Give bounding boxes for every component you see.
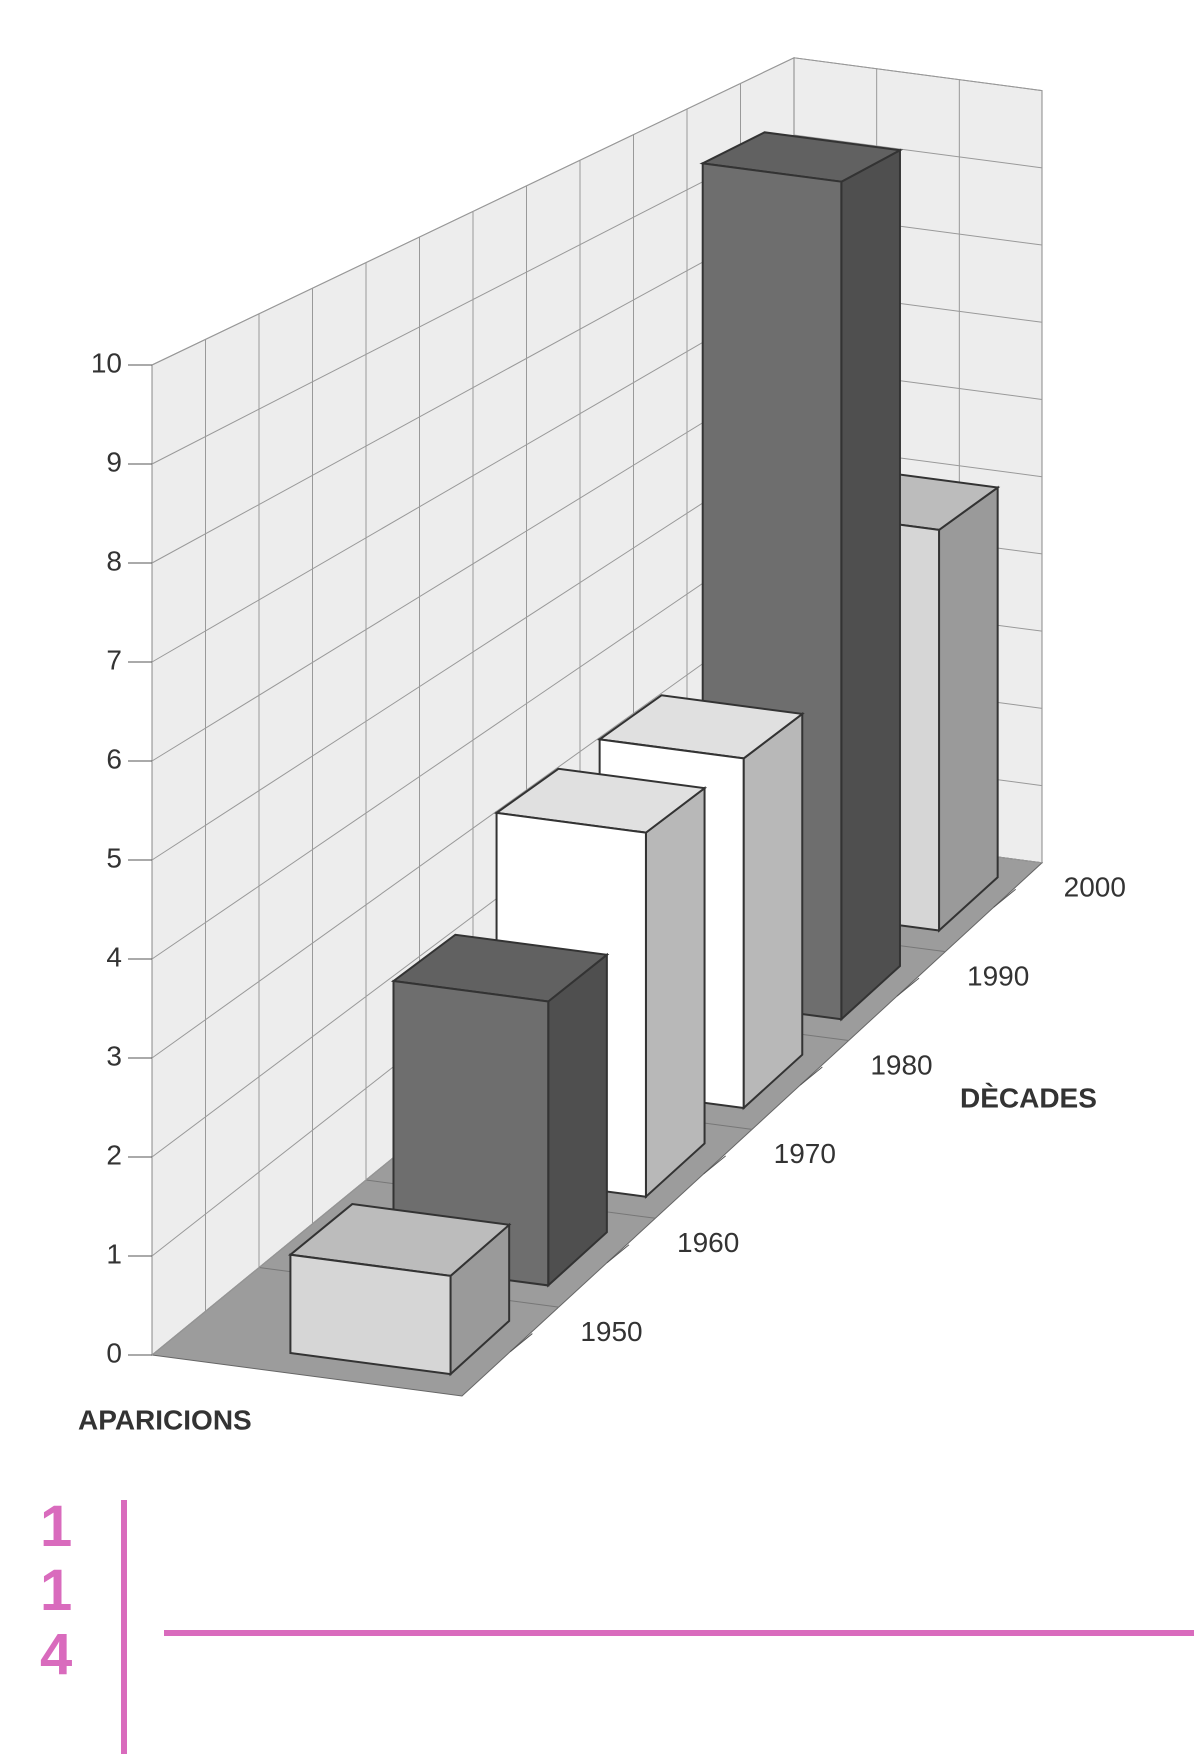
y-tick-label: 1 xyxy=(106,1238,122,1269)
x-tick xyxy=(703,1155,726,1175)
bar xyxy=(287,1203,512,1377)
y-tick-label: 7 xyxy=(106,644,122,675)
grid-line xyxy=(151,134,1043,465)
bar-side xyxy=(547,952,608,1288)
y-tick-label: 10 xyxy=(91,347,122,378)
bar-side xyxy=(938,485,999,933)
x-tick-label: 1980 xyxy=(870,1049,932,1080)
y-tick-label: 5 xyxy=(106,842,122,873)
y-tick-label: 3 xyxy=(106,1040,122,1071)
y-axis-label: APARICIONS xyxy=(78,1404,252,1435)
x-tick-label: 1960 xyxy=(677,1227,739,1258)
x-tick xyxy=(896,977,920,997)
x-tick xyxy=(993,888,1016,908)
y-tick-label: 0 xyxy=(106,1337,122,1368)
bar-side xyxy=(840,148,901,1022)
bar-side xyxy=(644,786,706,1199)
x-tick-label: 1950 xyxy=(580,1316,642,1347)
grid-line xyxy=(151,57,1043,366)
x-tick xyxy=(606,1244,630,1264)
x-tick-label: 1970 xyxy=(774,1138,836,1169)
y-tick-label: 6 xyxy=(106,743,122,774)
x-tick-label: 1990 xyxy=(967,960,1029,991)
x-tick xyxy=(510,1333,533,1352)
page-number: 114 xyxy=(40,1494,73,1687)
y-tick-label: 4 xyxy=(106,941,122,972)
bar xyxy=(390,933,610,1288)
x-tick-label: 2000 xyxy=(1064,872,1126,903)
bar-front xyxy=(289,1253,452,1376)
bar-side xyxy=(742,711,804,1111)
x-axis-label: DÈCADES xyxy=(960,1082,1097,1113)
x-tick xyxy=(800,1066,823,1086)
y-tick-label: 9 xyxy=(106,446,122,477)
y-tick-label: 2 xyxy=(106,1139,122,1170)
y-tick-label: 8 xyxy=(106,545,122,576)
